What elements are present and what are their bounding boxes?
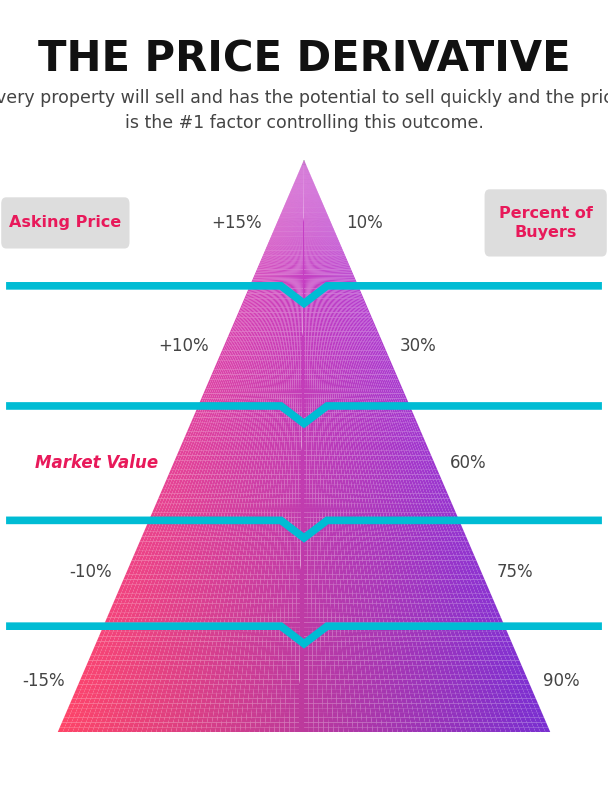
Text: 60%: 60% xyxy=(450,454,486,472)
Text: +15%: +15% xyxy=(211,214,261,232)
Text: -10%: -10% xyxy=(69,563,111,581)
Text: +10%: +10% xyxy=(158,337,209,355)
Text: Market Value: Market Value xyxy=(35,454,158,472)
Text: THE PRICE DERIVATIVE: THE PRICE DERIVATIVE xyxy=(38,39,570,81)
Text: Every property will sell and has the potential to sell quickly and the price
is : Every property will sell and has the pot… xyxy=(0,89,608,132)
FancyBboxPatch shape xyxy=(485,190,607,257)
FancyBboxPatch shape xyxy=(1,198,130,249)
Text: -15%: -15% xyxy=(22,671,64,690)
Text: Asking Price: Asking Price xyxy=(9,215,122,230)
Text: Percent of
Buyers: Percent of Buyers xyxy=(499,206,593,240)
Text: 10%: 10% xyxy=(347,214,383,232)
Text: 30%: 30% xyxy=(399,337,436,355)
Text: 90%: 90% xyxy=(544,671,580,690)
Text: 75%: 75% xyxy=(497,563,533,581)
